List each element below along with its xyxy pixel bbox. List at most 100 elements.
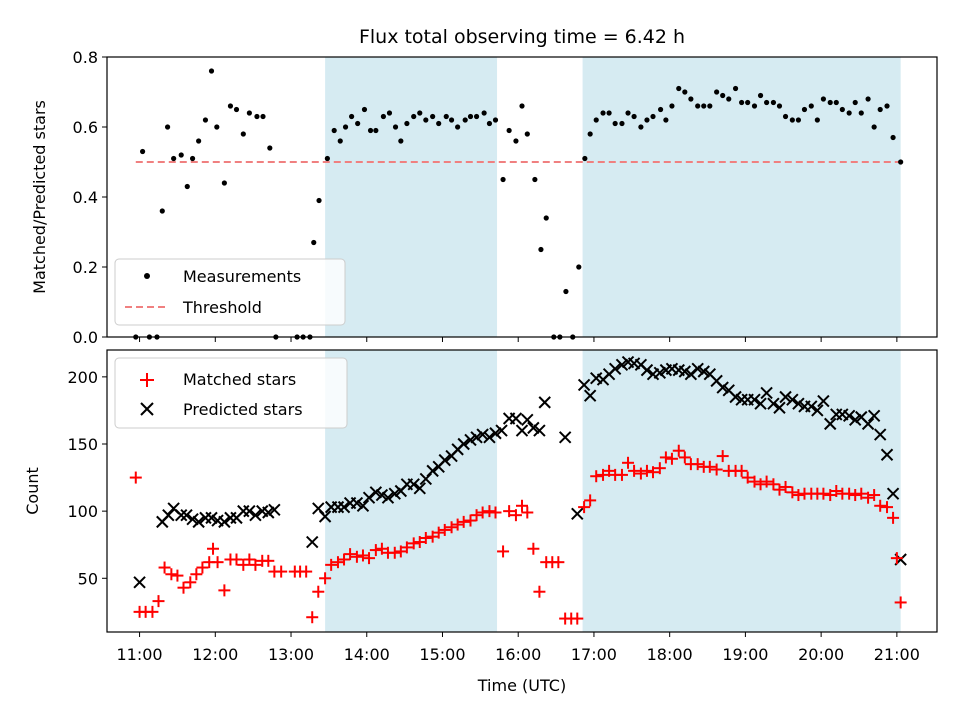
matched-star-point [647,466,660,479]
matched-star-point [237,558,250,571]
measurement-point [189,155,196,162]
measurement-point [423,117,429,123]
matched-stars-points [129,444,907,625]
measurement-point [814,117,820,123]
legend-threshold-label: Threshold [182,298,262,317]
top-legend-box [114,258,346,326]
matched-star-point [874,499,887,512]
measurement-point [398,138,404,144]
top-x-ticks [139,337,898,342]
measurement-point [789,117,795,123]
legend-measurements-marker [144,273,150,279]
matched-star-point [464,514,477,527]
predicted-star-point [811,404,824,417]
matched-star-point [773,483,786,496]
predicted-star-point [886,487,900,500]
measurement-point [739,99,745,106]
matched-star-point [249,558,262,571]
matched-star-point [659,451,672,464]
predicted-star-point [760,386,773,400]
matched-star-point [843,487,856,500]
measurement-point [331,127,337,134]
measurement-point [467,113,474,120]
matched-star-point [571,612,584,625]
measurement-point [254,113,260,120]
predicted-star-point [861,417,875,431]
matched-star-point [375,542,388,555]
predicted-star-point [767,397,780,410]
predicted-star-point [318,510,332,523]
measurement-point [524,131,530,137]
predicted-star-point [381,491,395,504]
matched-star-point [653,462,666,475]
matched-star-point [312,585,325,598]
matched-star-point [394,545,407,558]
measurement-point [726,96,732,102]
measurement-point [846,110,852,116]
predicted-star-point [873,428,887,441]
measurement-point [606,110,612,116]
matched-star-point [400,541,413,554]
matched-star-point [817,487,830,500]
measurement-point [417,110,423,116]
bottom-y-tick-label: 200 [67,368,98,387]
matched-star-point [868,489,881,502]
measurement-point [436,120,442,127]
matched-star-point [184,576,197,589]
predicted-star-point [243,504,256,518]
measurement-point [411,113,417,120]
measurement-point [233,106,240,113]
predicted-star-point [438,453,451,467]
matched-star-point [388,546,401,559]
matched-star-point [881,501,894,514]
matched-star-point [830,485,843,497]
measurement-point [159,208,165,214]
measurement-point [202,117,209,123]
matched-star-point [824,489,837,502]
measurement-point [462,117,468,123]
measurement-point [770,99,777,106]
matched-star-point [672,444,685,457]
matched-star-point [306,611,319,624]
predicted-star-point [495,424,508,437]
measurement-point [184,183,190,190]
matched-star-point [451,518,464,531]
predicted-star-point [583,389,597,402]
matched-star-point [158,561,171,574]
measurement-point [751,103,758,109]
predicted-star-point [817,394,830,408]
measurement-point [701,103,707,109]
matched-star-point [476,506,489,519]
matched-star-point [516,499,528,512]
bottom-x-tick-label: 13:00 [268,645,314,664]
measurement-point [663,117,669,123]
legend-predicted-marker [140,402,154,416]
bottom-shaded-region-1 [582,350,901,632]
matched-star-point [243,553,256,566]
matched-star-point [190,568,203,581]
matched-star-point [211,556,224,569]
bottom-y-tick-label: 50 [78,569,98,588]
matched-star-point [640,464,653,477]
bottom-x-tick-label: 17:00 [571,645,617,664]
measurement-point [898,159,904,165]
predicted-star-point [748,393,761,406]
bottom-x-tick-label: 11:00 [117,645,163,664]
matched-star-point [369,544,382,557]
matched-star-point [590,470,603,483]
matched-star-point [533,585,546,598]
measurement-point [808,103,814,109]
measurement-point [355,120,361,127]
measurement-point [764,99,770,106]
top-y-axis-label: Matched/Predicted stars [30,100,49,294]
matched-star-point [344,548,357,561]
measurement-point [839,106,845,113]
matched-star-point [890,552,903,565]
top-y-tick-label: 0.2 [73,258,98,277]
measurement-point [267,145,273,151]
matched-star-point [426,530,439,543]
measurement-point [801,106,808,113]
matched-star-point [622,456,635,469]
matched-star-point [849,489,862,502]
measurement-point [676,85,682,92]
